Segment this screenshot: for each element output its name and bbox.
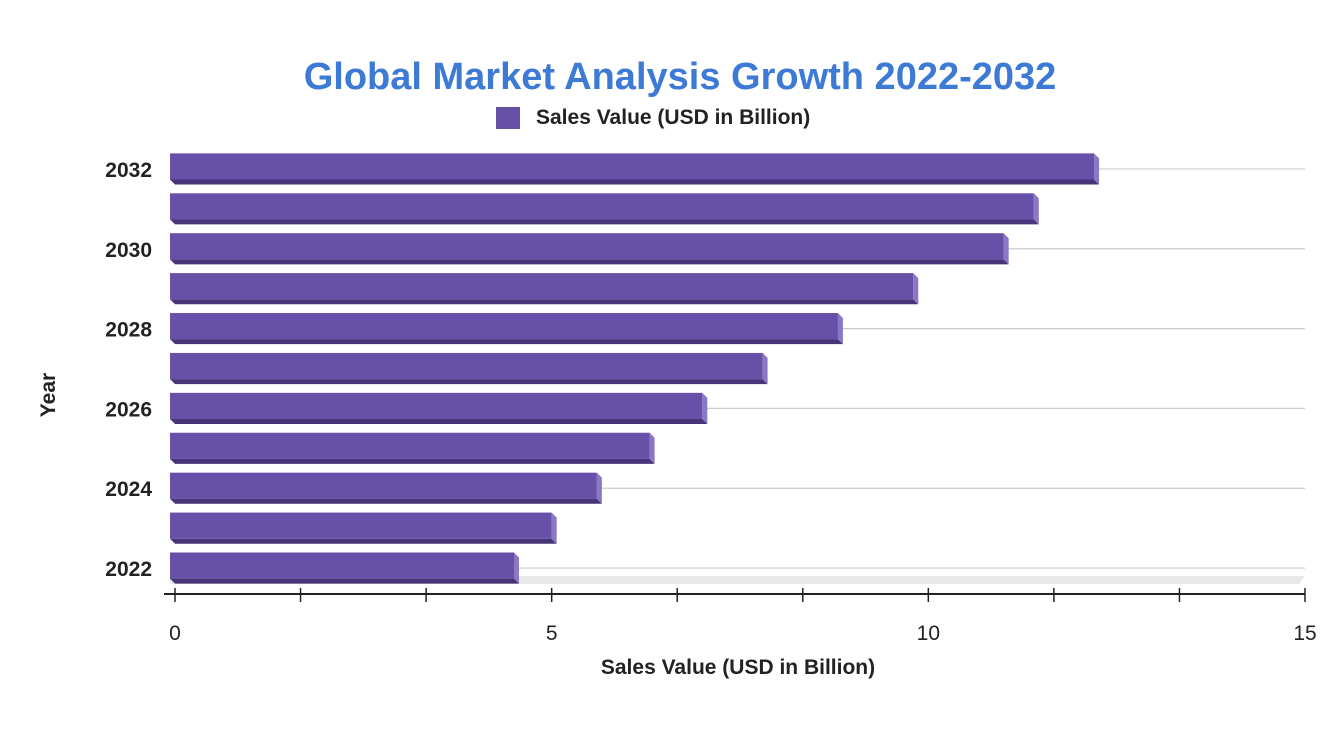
bar-side: [762, 352, 768, 385]
bar-face: [170, 273, 914, 300]
x-tick-label: 5: [546, 622, 558, 645]
y-tick-label: 2026: [105, 398, 152, 421]
bar-face: [170, 352, 763, 380]
bar-side: [514, 552, 519, 584]
y-tick-label: 2032: [105, 159, 152, 182]
bar-2024: [170, 472, 602, 504]
bars: [170, 153, 1100, 584]
bar-side: [1094, 153, 1100, 185]
bar-2031: [170, 193, 1039, 225]
bar-2022: [170, 552, 519, 584]
x-tick-label: 0: [169, 622, 181, 645]
bar-side: [702, 392, 708, 424]
bar-2026: [170, 392, 708, 424]
legend-swatch: [496, 107, 520, 129]
bar-face: [170, 432, 650, 459]
bar-bottom: [170, 299, 919, 305]
x-tick-label: 15: [1293, 622, 1316, 645]
x-axis-title: Sales Value (USD in Billion): [601, 656, 875, 679]
bar-bottom: [170, 379, 768, 385]
bar-2025: [170, 432, 655, 464]
x-tick-label: 10: [917, 622, 940, 645]
bar-bottom: [170, 339, 843, 345]
bar-bottom: [170, 458, 655, 464]
bar-bottom: [170, 578, 519, 584]
y-axis-title: Year: [37, 373, 60, 417]
bar-2023: [170, 512, 557, 544]
bar-2030: [170, 233, 1009, 265]
bar-face: [170, 313, 838, 340]
bar-bottom: [170, 538, 557, 544]
legend-label: Sales Value (USD in Billion): [536, 106, 810, 129]
bar-bottom: [170, 418, 708, 424]
bar-side: [837, 313, 843, 345]
bar-2027: [170, 352, 768, 385]
y-tick-label: 2024: [105, 478, 152, 501]
bar-2028: [170, 313, 843, 345]
bar-bottom: [170, 259, 1009, 265]
bar-side: [1003, 233, 1009, 265]
chart-title: Global Market Analysis Growth 2022-2032: [304, 56, 1057, 98]
bar-2029: [170, 273, 919, 305]
y-tick-label: 2022: [105, 558, 152, 581]
bar-face: [170, 552, 514, 579]
bar-bottom: [170, 219, 1039, 225]
bar-side: [1033, 193, 1039, 225]
bar-side: [596, 472, 602, 504]
bar-side: [913, 273, 919, 305]
x-axis: 0 5 10 15: [164, 588, 1317, 645]
bar-side: [551, 512, 557, 544]
bar-bottom: [170, 179, 1100, 185]
bar-face: [170, 153, 1095, 180]
bar-face: [170, 233, 1004, 260]
legend: Sales Value (USD in Billion): [496, 106, 810, 129]
bar-face: [170, 512, 552, 539]
bar-face: [170, 472, 597, 499]
bar-bottom: [170, 498, 602, 504]
y-tick-label: 2030: [105, 239, 152, 262]
y-tick-label: 2028: [105, 319, 152, 342]
bar-side: [649, 432, 655, 464]
bar-face: [170, 392, 703, 419]
bar-face: [170, 193, 1034, 220]
bar-2032: [170, 153, 1100, 185]
y-axis-ticks: 2032 2030 2028 2026 2024 2022: [105, 159, 152, 581]
